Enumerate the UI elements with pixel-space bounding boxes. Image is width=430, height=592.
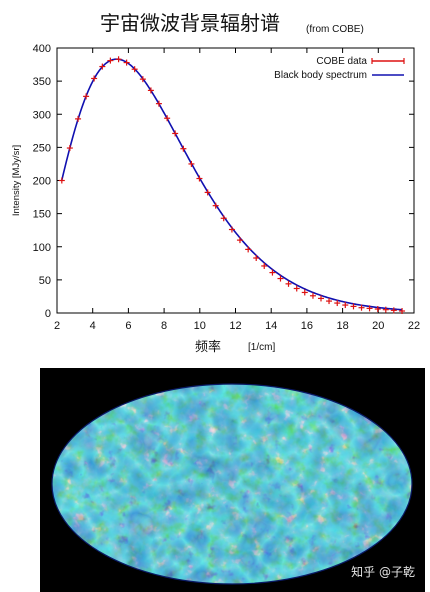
- cobe-data-point: [399, 308, 406, 315]
- x-axis-unit: [1/cm]: [248, 342, 275, 353]
- y-tick-label: 0: [45, 308, 51, 320]
- cmb-sky-map: 知乎 @子乾: [40, 368, 425, 592]
- x-axis-label: 频率: [195, 339, 221, 355]
- cobe-data-point: [261, 262, 268, 269]
- cobe-data-point: [204, 189, 211, 196]
- sky-map-ellipse: [52, 384, 412, 584]
- y-tick-label: 400: [33, 43, 51, 55]
- chart-subtitle: (from COBE): [306, 24, 364, 35]
- cobe-data-point: [66, 145, 73, 152]
- x-axis: 2 4 6 8 10 12 14 16 18 20 22: [54, 48, 420, 332]
- x-tick-label: 6: [125, 320, 131, 332]
- y-tick-label: 200: [33, 176, 51, 188]
- cobe-data-point: [293, 285, 300, 292]
- cobe-data-point: [342, 302, 349, 309]
- cobe-data-point: [115, 56, 122, 63]
- y-tick-label: 250: [33, 142, 51, 154]
- cobe-data-point: [220, 215, 227, 222]
- cobe-data-point: [253, 255, 260, 262]
- cobe-data-point: [269, 269, 276, 276]
- cobe-data-point: [374, 306, 381, 313]
- y-tick-label: 100: [33, 242, 51, 254]
- cobe-data-point: [147, 87, 154, 94]
- cobe-data-point: [155, 100, 162, 107]
- cobe-data-point: [309, 292, 316, 299]
- x-tick-label: 14: [265, 320, 277, 332]
- cobe-data-point: [83, 93, 90, 100]
- cobe-data-point: [180, 145, 187, 152]
- sky-map-image: [51, 383, 413, 585]
- plot-frame: [56, 47, 415, 314]
- x-tick-label: 12: [229, 320, 241, 332]
- cobe-data-point: [139, 76, 146, 83]
- y-tick-label: 350: [33, 76, 51, 88]
- cobe-data-point: [326, 298, 333, 305]
- cobe-data-point: [334, 300, 341, 307]
- watermark: 知乎 @子乾: [351, 565, 415, 579]
- x-tick-label: 18: [336, 320, 348, 332]
- cobe-data-point: [350, 303, 357, 310]
- y-axis-label: Intensity [MJy/sr]: [11, 145, 22, 216]
- cobe-data-point: [285, 280, 292, 287]
- x-tick-label: 20: [372, 320, 384, 332]
- black-body-line: [61, 58, 402, 311]
- cobe-data-point: [58, 177, 65, 184]
- cobe-data-point: [91, 75, 98, 82]
- cobe-data-point: [99, 63, 106, 70]
- x-tick-label: 4: [90, 320, 96, 332]
- cobe-data-point: [172, 130, 179, 137]
- y-axis: 0 50 100 150 200 250 300 350 400: [33, 43, 414, 320]
- y-tick-label: 50: [39, 275, 51, 287]
- x-tick-label: 16: [301, 320, 313, 332]
- y-tick-label: 300: [33, 109, 51, 121]
- cobe-data-point: [196, 175, 203, 182]
- x-tick-label: 10: [194, 320, 206, 332]
- cobe-data-point: [75, 115, 82, 122]
- x-tick-label: 2: [54, 320, 60, 332]
- cobe-data-point: [228, 226, 235, 233]
- cmb-spectrum-chart: 宇宙微波背景辐射谱 (from COBE) 2 4 6 8 10 12 14 16 18 20 22…: [11, 11, 420, 355]
- legend-label-cobe: COBE data: [316, 56, 367, 67]
- cobe-data-point: [164, 115, 171, 122]
- cobe-data-point: [318, 295, 325, 302]
- cobe-data-point: [245, 246, 252, 253]
- cobe-data-point: [390, 307, 397, 314]
- legend-label-black-body: Black body spectrum: [274, 70, 367, 81]
- chart-title: 宇宙微波背景辐射谱: [100, 11, 280, 35]
- x-tick-label: 8: [161, 320, 167, 332]
- cobe-data-point: [107, 57, 114, 64]
- x-tick-label: 22: [408, 320, 420, 332]
- legend: COBE data Black body spectrum: [274, 56, 405, 81]
- legend-marker-cobe: [371, 58, 405, 64]
- y-tick-label: 150: [33, 209, 51, 221]
- series-cobe: [58, 56, 406, 315]
- cobe-data-point: [366, 305, 373, 312]
- cobe-data-point: [131, 66, 138, 73]
- cobe-data-point: [277, 275, 284, 282]
- cobe-data-point: [236, 237, 243, 244]
- cobe-data-point: [188, 160, 195, 167]
- series-black-body: [61, 58, 402, 311]
- cobe-data-point: [301, 289, 308, 296]
- cobe-data-point: [212, 202, 219, 209]
- cobe-data-point: [123, 59, 130, 66]
- cobe-data-point: [382, 306, 389, 313]
- cobe-data-point: [358, 304, 365, 311]
